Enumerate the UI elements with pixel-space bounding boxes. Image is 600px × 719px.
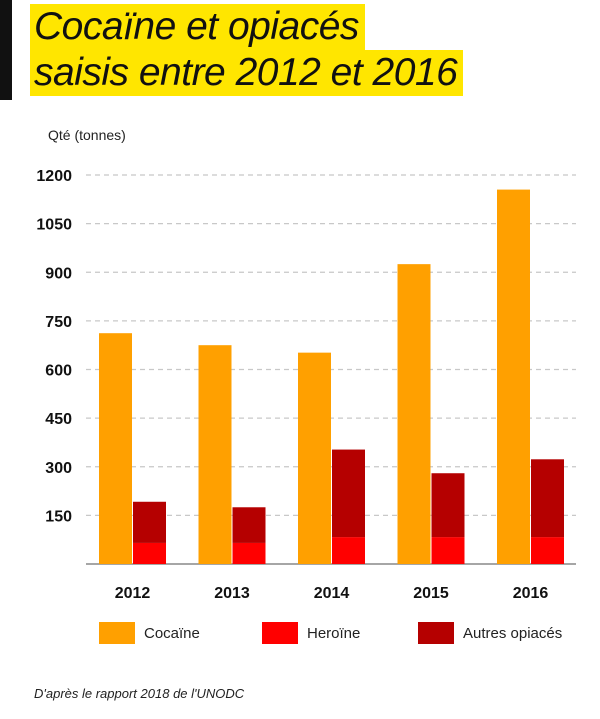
y-tick-label: 1200 [36,168,72,185]
bar-cocaine [99,333,132,564]
bar-autres-opiaces [332,449,365,538]
bar-heroine [332,537,365,564]
source-note: D'après le rapport 2018 de l'UNODC [34,686,245,701]
legend-label: Cocaïne [144,625,200,642]
bar-autres-opiaces [531,459,564,538]
legend-label: Autres opiacés [463,625,562,642]
bar-heroine [232,542,266,564]
bar-autres-opiaces [133,501,166,543]
bar-cocaine [397,264,431,564]
y-tick-label: 1050 [36,217,72,234]
legend-swatch [262,622,298,644]
bar-heroine [531,537,564,564]
y-tick-label: 900 [45,265,72,282]
y-axis-label: Qté (tonnes) [48,127,126,143]
x-tick-label: 2012 [115,585,151,602]
y-tick-label: 450 [45,411,72,428]
y-tick-label: 150 [45,508,72,525]
bar-chart: Qté (tonnes) 150 300 450 600 750 900 1050 1200 20… [36,127,576,644]
bar-heroine [133,542,166,564]
x-tick-label: 2015 [413,585,449,602]
legend-label: Heroïne [307,625,360,642]
y-tick-label: 300 [45,460,72,477]
bar-cocaine [497,189,530,564]
legend-swatch [99,622,135,644]
bar-heroine [431,537,465,564]
bar-autres-opiaces [232,507,266,543]
chart-title: Cocaïne et opiacés saisis entre 2012 et … [30,4,464,96]
bar-autres-opiaces [431,473,465,538]
bar-cocaine [298,352,331,564]
x-tick-label: 2013 [214,585,250,602]
title-line-1: Cocaïne et opiacés [30,4,365,50]
legend-swatch [418,622,454,644]
y-tick-label: 600 [45,363,72,380]
x-tick-label: 2016 [513,585,549,602]
title-line-2: saisis entre 2012 et 2016 [30,50,464,96]
x-tick-label: 2014 [314,585,350,602]
title-accent-bar [0,0,12,100]
bar-cocaine [198,345,232,564]
y-tick-label: 750 [45,314,72,331]
